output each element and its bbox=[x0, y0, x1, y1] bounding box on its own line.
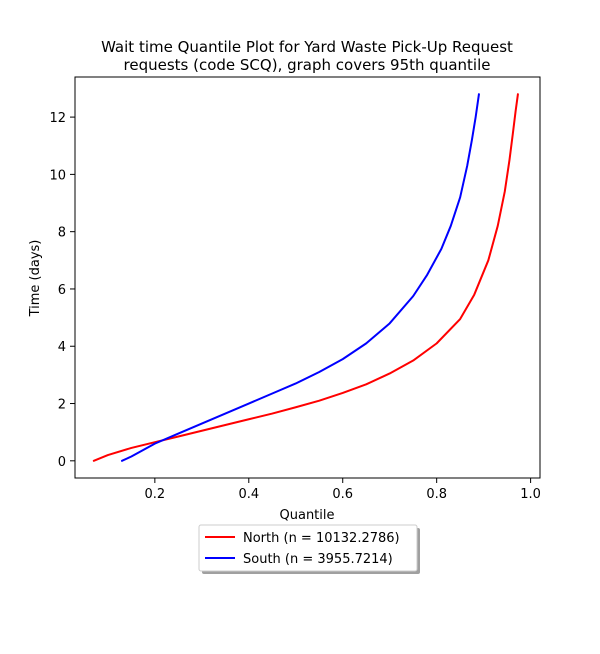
series-line-north bbox=[92, 93, 519, 462]
x-tick-label: 0.6 bbox=[332, 487, 353, 502]
x-tick-label: 0.4 bbox=[238, 487, 259, 502]
y-tick-label: 12 bbox=[49, 111, 66, 126]
x-tick-label: 0.8 bbox=[426, 487, 447, 502]
y-tick-label: 10 bbox=[49, 168, 66, 183]
series-line-south bbox=[120, 93, 480, 462]
y-tick-label: 4 bbox=[58, 340, 66, 355]
plot-area bbox=[74, 76, 541, 479]
x-tick-label: 0.2 bbox=[145, 487, 166, 502]
legend: North (n = 10132.2786) South (n = 3955.7… bbox=[198, 524, 420, 574]
x-tick-label: 1.0 bbox=[520, 487, 541, 502]
y-tick-label: 6 bbox=[58, 283, 66, 298]
legend-label-north: North (n = 10132.2786) bbox=[243, 531, 400, 546]
y-axis: 0 2 4 6 8 10 12 bbox=[49, 111, 75, 470]
y-axis-label: Time (days) bbox=[28, 240, 43, 318]
y-tick-label: 2 bbox=[58, 398, 66, 413]
x-axis-label: Quantile bbox=[280, 508, 335, 523]
chart-title-line-1: Wait time Quantile Plot for Yard Waste P… bbox=[101, 38, 513, 56]
y-tick-label: 0 bbox=[58, 455, 66, 470]
chart-title-line-2: requests (code SCQ), graph covers 95th q… bbox=[124, 56, 491, 74]
series-layer bbox=[92, 93, 519, 462]
x-axis: 0.2 0.4 0.6 0.8 1.0 bbox=[145, 478, 541, 502]
chart-title: Wait time Quantile Plot for Yard Waste P… bbox=[101, 38, 513, 74]
legend-box bbox=[198, 524, 418, 572]
legend-label-south: South (n = 3955.7214) bbox=[243, 552, 393, 567]
y-tick-label: 8 bbox=[58, 226, 66, 241]
